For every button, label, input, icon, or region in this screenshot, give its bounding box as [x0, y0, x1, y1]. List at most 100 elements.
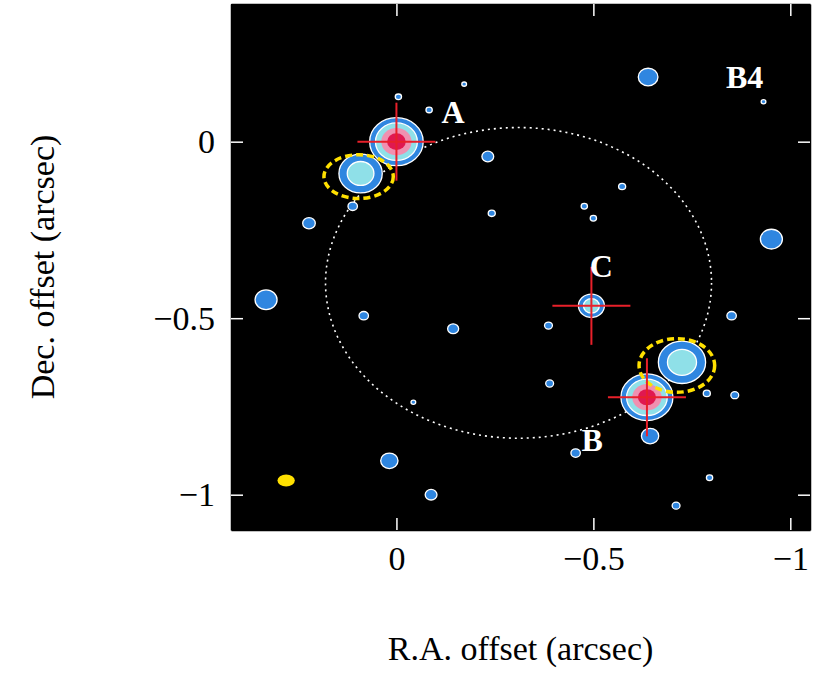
tick	[798, 495, 810, 496]
contour	[619, 183, 626, 189]
emission	[395, 94, 401, 100]
contour	[303, 218, 316, 229]
annotation: B4	[726, 59, 763, 95]
contour	[395, 94, 401, 100]
contour	[571, 449, 580, 457]
contour	[347, 162, 374, 186]
emission	[411, 400, 416, 404]
axis-line	[232, 530, 811, 532]
emission	[359, 311, 368, 319]
emission	[706, 475, 712, 481]
emission	[590, 215, 596, 221]
contour	[482, 151, 494, 162]
contour	[641, 428, 658, 444]
emission	[348, 202, 357, 210]
emission	[462, 82, 467, 86]
contour	[638, 68, 658, 86]
arc-region	[324, 155, 393, 199]
annotation: B	[582, 422, 603, 458]
tick-mark	[231, 141, 243, 143]
emission	[571, 449, 580, 457]
tick: −1	[773, 518, 809, 577]
tick-label: −1	[179, 476, 215, 513]
tick-label: −0.5	[153, 300, 215, 337]
emission	[581, 203, 587, 209]
emission	[638, 68, 658, 86]
contour	[658, 341, 705, 383]
emission	[488, 210, 495, 216]
contour	[706, 475, 712, 481]
marks	[255, 68, 782, 509]
emission	[255, 290, 277, 310]
emission	[727, 311, 736, 319]
contour	[581, 203, 587, 209]
contour	[545, 322, 553, 329]
tick-mark	[798, 494, 810, 496]
contour	[462, 82, 467, 86]
source-marker	[357, 103, 435, 181]
arc-region	[639, 339, 715, 393]
emission	[641, 428, 658, 444]
tick-mark	[798, 141, 810, 143]
contour	[411, 400, 416, 404]
tick-mark	[231, 494, 243, 496]
chart: ABCB40−0.5−1−1−0.50R.A. offset (arcsec)D…	[0, 0, 817, 679]
axis-line	[231, 5, 233, 531]
contour	[667, 349, 696, 375]
tick-label: −1	[773, 540, 809, 577]
emission	[619, 183, 626, 189]
contour	[761, 100, 766, 104]
tick	[396, 4, 397, 16]
tick-label: 0	[198, 123, 215, 160]
contour	[255, 290, 277, 310]
emission	[425, 489, 437, 500]
tick-mark	[593, 4, 595, 16]
contour	[546, 380, 554, 387]
emission	[731, 392, 739, 399]
contour	[703, 390, 710, 396]
tick-mark	[790, 518, 792, 530]
contour	[426, 107, 432, 113]
tick: −1	[179, 476, 243, 513]
contour	[727, 311, 736, 319]
tick-mark	[790, 4, 792, 16]
tick	[790, 4, 791, 16]
emission	[381, 453, 398, 469]
tick-mark	[231, 318, 243, 320]
contour	[448, 324, 459, 334]
tick: 0	[388, 518, 405, 577]
tick-mark	[593, 518, 595, 530]
emission	[426, 107, 432, 113]
x-axis: 0 −0.5 −1	[232, 518, 811, 577]
tick-mark	[798, 318, 810, 320]
cross-arm	[646, 358, 648, 436]
emission	[658, 341, 705, 383]
tick: −0.5	[153, 300, 243, 337]
axis-line	[232, 4, 811, 6]
contour	[381, 453, 398, 469]
emission	[303, 218, 316, 229]
annotation: C	[590, 248, 613, 284]
contour	[359, 311, 368, 319]
emission	[761, 100, 766, 104]
contour	[425, 489, 437, 500]
tick	[593, 4, 594, 16]
x-axis-top	[232, 4, 811, 16]
tick	[798, 318, 810, 319]
tick	[798, 142, 810, 143]
emission	[545, 322, 553, 329]
contour	[590, 215, 596, 221]
tick-mark	[396, 518, 398, 530]
contour	[339, 154, 382, 193]
y-axis-right	[798, 5, 811, 531]
tick: −0.5	[563, 518, 625, 577]
plot-background	[231, 4, 810, 530]
beam	[277, 475, 294, 487]
annotation: A	[442, 94, 465, 130]
tick-mark	[396, 4, 398, 16]
tick-label: −0.5	[563, 540, 625, 577]
tick-label: 0	[388, 540, 405, 577]
emission	[546, 380, 554, 387]
emission	[448, 324, 459, 334]
critical-curve	[326, 128, 712, 439]
